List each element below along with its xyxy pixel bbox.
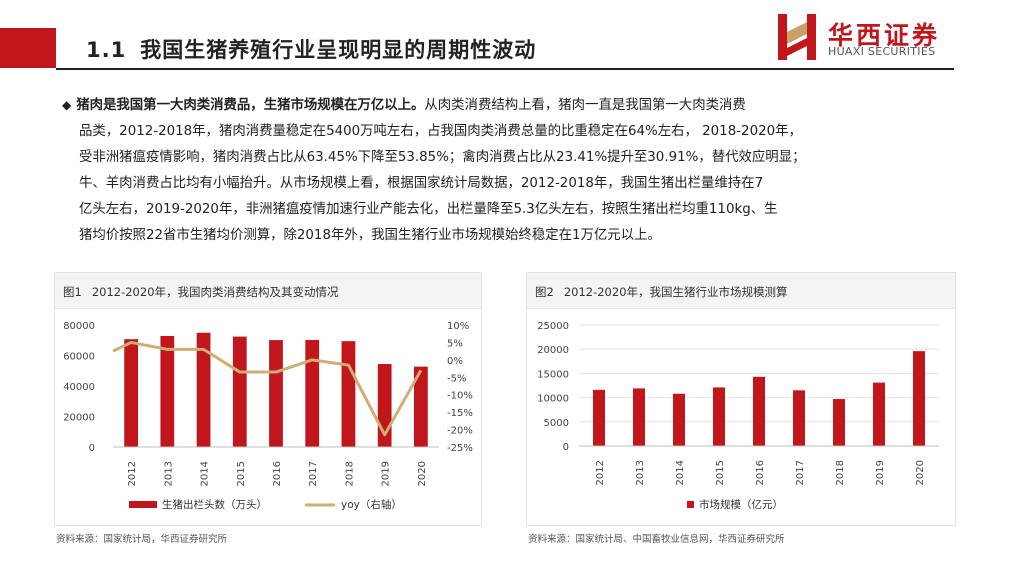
- x-tick-label: 2015: [715, 460, 726, 485]
- bar: [673, 393, 685, 446]
- legend-label: 生猪出栏头数（万头）: [162, 498, 267, 511]
- y-tick-label: 10000: [537, 394, 569, 405]
- bar: [341, 341, 356, 447]
- logo-name-cn: 华西证券: [828, 21, 941, 50]
- bar: [124, 339, 138, 447]
- y2-tick-label: -10%: [447, 391, 473, 402]
- y-tick-label: 0: [89, 443, 95, 454]
- y-tick-label: 60000: [63, 352, 95, 363]
- x-tick-label: 2016: [755, 460, 766, 485]
- x-tick-label: 2019: [381, 461, 392, 486]
- chart-title: 图1 2012-2020年，我国肉类消费结构及其变动情况: [55, 273, 481, 309]
- x-tick-label: 2018: [344, 461, 355, 486]
- bar: [793, 390, 805, 446]
- bar: [873, 382, 885, 446]
- paragraph-line: 牛、羊肉消费占比均有小幅抬升。从市场规模上看，根据国家统计局数据，2012-20…: [79, 176, 764, 191]
- huaxi-logo-icon: [778, 14, 816, 60]
- paragraph-line: 从肉类消费结构上看，猪肉一直是我国第一大肉类消费: [424, 98, 746, 113]
- x-tick-label: 2012: [595, 460, 606, 485]
- y-tick-label: 15000: [537, 369, 569, 380]
- x-tick-label: 2013: [635, 460, 646, 485]
- logo-name-en: HUAXI SECURITIES: [828, 45, 936, 58]
- y-tick-label: 40000: [63, 382, 95, 393]
- y-tick-label: 20000: [537, 345, 569, 356]
- x-tick-label: 2020: [417, 461, 428, 486]
- yoy-line: [112, 340, 423, 437]
- chart-panel-hog-slaughter: 图1 2012-2020年，我国肉类消费结构及其变动情况 0 20000 40000 6…: [54, 272, 482, 526]
- y-tick-label: 20000: [63, 413, 95, 424]
- legend-swatch-bar: [129, 501, 157, 508]
- figure-label: 图2: [535, 285, 554, 299]
- x-tick-label: 2018: [835, 460, 846, 485]
- legend-label: yoy（右轴）: [341, 498, 402, 511]
- y-tick-label: 5000: [544, 418, 569, 429]
- legend-label: 市场规模（亿元）: [699, 498, 783, 511]
- bar: [833, 399, 845, 446]
- y2-tick-label: -25%: [447, 443, 473, 454]
- y-tick-label: 25000: [537, 321, 569, 332]
- title-text: 我国生猪养殖行业呈现明显的周期性波动: [140, 38, 537, 62]
- hog-slaughter-chart: 0 20000 40000 60000 80000 10% 5% 0% -5% -10% -15% -…: [63, 321, 473, 511]
- y2-tick-label: 10%: [447, 321, 469, 332]
- paragraph-line: 品类，2012-2018年，猪肉消费量稳定在5400万吨左右，占我国肉类消费总量…: [79, 124, 802, 139]
- summary-paragraph: ◆ 猪肉是我国第一大肉类消费品，生猪市场规模在万亿以上。从肉类消费结构上看，猪肉一…: [62, 92, 950, 249]
- y2-tick-label: -5%: [447, 373, 466, 384]
- y-tick-label: 0: [563, 442, 569, 453]
- header-accent-block: [0, 28, 56, 68]
- bar: [269, 340, 283, 447]
- y2-tick-label: -15%: [447, 408, 473, 419]
- bar: [160, 335, 175, 447]
- y2-tick-label: 0%: [447, 356, 463, 367]
- x-tick-label: 2012: [127, 461, 138, 486]
- x-tick-label: 2017: [795, 460, 806, 485]
- bar: [232, 336, 247, 447]
- figure-label: 图1: [63, 285, 82, 299]
- y-tick-label: 80000: [63, 321, 95, 332]
- figure-title: 2012-2020年，我国生猪行业市场规模测算: [563, 285, 788, 299]
- bar: [593, 389, 605, 446]
- x-tick-label: 2013: [163, 461, 174, 486]
- y2-tick-label: -20%: [447, 426, 473, 437]
- bar: [913, 351, 925, 446]
- paragraph-line: 猪均价按照22省市生猪均价测算，除2018年外，我国生猪行业市场规模始终稳定在1…: [79, 228, 661, 243]
- x-tick-label: 2016: [272, 461, 283, 486]
- chart-panel-market-size: 图2 2012-2020年，我国生猪行业市场规模测算 0 5000 10000 1500…: [526, 272, 956, 526]
- bar: [414, 366, 428, 447]
- chart-source: 资料来源：国家统计局、中国畜牧业信息网，华西证券研究所: [528, 534, 785, 545]
- x-tick-label: 2020: [915, 460, 926, 485]
- section-number: 1.1: [86, 38, 127, 62]
- chart-title: 图2 2012-2020年，我国生猪行业市场规模测算: [527, 273, 955, 309]
- x-tick-label: 2019: [875, 460, 886, 485]
- bar: [196, 332, 211, 447]
- page-title: 1.1 我国生猪养殖行业呈现明显的周期性波动: [86, 34, 536, 64]
- legend-swatch-bar: [687, 501, 694, 508]
- bullet-diamond-icon: ◆: [62, 98, 72, 112]
- figure-title: 2012-2020年，我国肉类消费结构及其变动情况: [91, 285, 339, 299]
- paragraph-line: 亿头左右，2019-2020年，非洲猪瘟疫情加速行业产能去化，出栏量降至5.3亿…: [79, 202, 778, 217]
- bar: [305, 339, 320, 447]
- x-tick-label: 2014: [675, 460, 686, 485]
- header-rule: [56, 68, 954, 70]
- y2-tick-label: 5%: [447, 338, 463, 349]
- paragraph-lead: 猪肉是我国第一大肉类消费品，生猪市场规模在万亿以上。: [76, 98, 425, 113]
- paragraph-line: 受非洲猪瘟疫情影响，猪肉消费占比从63.45%下降至53.85%；禽肉消费占比从…: [79, 150, 806, 165]
- x-tick-label: 2015: [236, 461, 247, 486]
- market-size-chart: 0 5000 10000 15000 20000 25000 2012 2013 2014 201…: [537, 321, 939, 511]
- bar: [713, 387, 725, 446]
- bar: [633, 388, 645, 446]
- company-logo: 华西证券 HUAXI SECURITIES: [776, 12, 956, 62]
- x-tick-label: 2017: [308, 461, 319, 486]
- chart-source: 资料来源：国家统计局，华西证券研究所: [56, 534, 228, 545]
- x-tick-label: 2014: [200, 461, 211, 486]
- bar: [753, 376, 765, 446]
